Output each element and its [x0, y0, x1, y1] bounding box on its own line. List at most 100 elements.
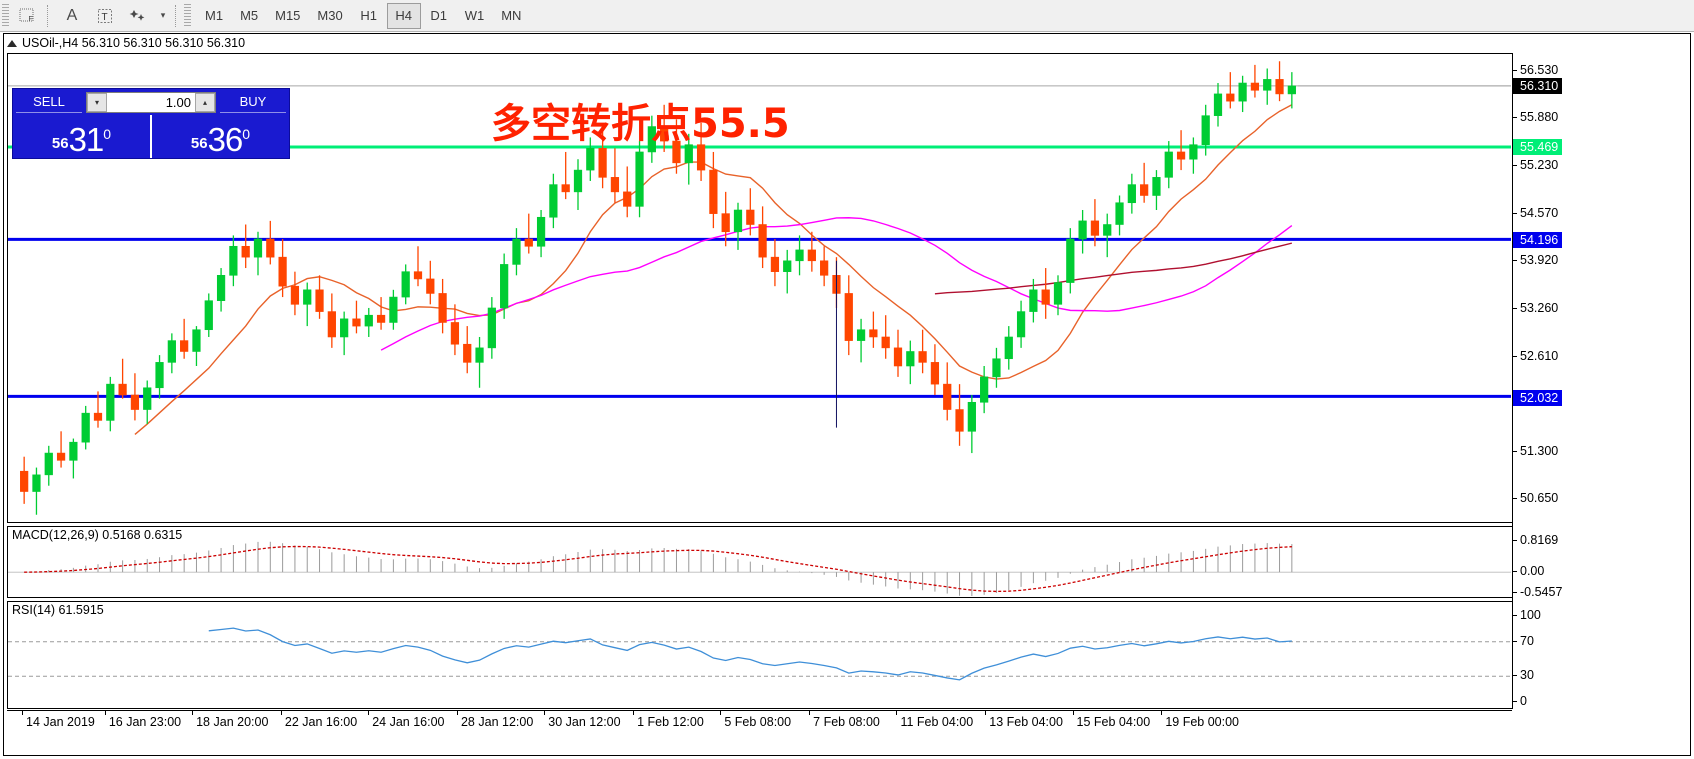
time-tick-mark	[280, 711, 282, 715]
timeframe-mn[interactable]: MN	[501, 8, 522, 23]
price-tick-53.920: 53.920	[1513, 253, 1558, 267]
time-tick-mark	[809, 711, 811, 715]
price-tick-54.570: 54.570	[1513, 206, 1558, 220]
sell-price-sup: 0	[103, 126, 112, 142]
toolbar-separator-2	[175, 4, 177, 27]
price-badge-56.310: 56.310	[1513, 78, 1563, 95]
buy-price-sup: 0	[242, 126, 251, 142]
sell-price-main: 31	[68, 121, 105, 158]
timeframe-m30[interactable]: M30	[317, 8, 343, 23]
time-tick-mark	[633, 711, 635, 715]
svg-text:T: T	[102, 12, 108, 23]
time-label: 22 Jan 16:00	[284, 715, 358, 729]
price-tick-51.300: 51.300	[1513, 444, 1558, 458]
volume-stepper[interactable]: ▾ 1.00 ▴	[86, 91, 216, 113]
volume-input[interactable]: 1.00	[165, 94, 191, 110]
main-toolbar: F A T ▾ M1 M5 M15 M30 H1 H4 D1 W1 MN	[0, 0, 1694, 32]
timeframe-m5[interactable]: M5	[240, 8, 259, 23]
timeframe-w1[interactable]: W1	[464, 8, 485, 23]
time-tick-mark	[985, 711, 987, 715]
timeframe-m15[interactable]: M15	[275, 8, 301, 23]
time-tick-mark	[22, 711, 24, 715]
chart-window: USOil-,H4 56.310 56.310 56.310 56.310 MA…	[3, 33, 1691, 756]
time-label: 11 Feb 04:00	[900, 715, 974, 729]
indicators-icon[interactable]: F	[12, 3, 42, 29]
price-tick-50.650: 50.650	[1513, 491, 1558, 505]
rsi-pane[interactable]: RSI(14) 61.5915	[7, 601, 1512, 709]
tick-dash	[1513, 308, 1517, 310]
toolbar-grip-2[interactable]	[184, 3, 191, 28]
time-tick-mark	[368, 711, 370, 715]
buy-button[interactable]: BUY	[220, 92, 286, 113]
one-click-trading-panel: SELL ▾ 1.00 ▴ BUY 56 31 0 56 36 0	[12, 88, 290, 159]
timeframe-m1[interactable]: M1	[205, 8, 224, 23]
tick-dash	[1513, 70, 1517, 72]
time-tick-mark	[896, 711, 898, 715]
timeframe-d1[interactable]: D1	[430, 8, 448, 23]
time-axis[interactable]: 14 Jan 2019 16 Jan 23:00 18 Jan 20:00 22 Ja…	[7, 710, 1512, 736]
time-tick-mark	[720, 711, 722, 715]
time-tick-mark	[104, 711, 106, 715]
time-label: 18 Jan 20:00	[196, 715, 269, 729]
macd-tick-0.00: 0.00	[1513, 564, 1544, 578]
symbol-info-bar: USOil-,H4 56.310 56.310 56.310 56.310	[4, 34, 1690, 52]
tick-dash	[1513, 212, 1517, 214]
tick-dash	[1513, 498, 1517, 500]
volume-decrement-icon[interactable]: ▾	[87, 92, 107, 112]
time-label: 13 Feb 04:00	[989, 715, 1063, 729]
volume-increment-icon[interactable]: ▴	[195, 92, 215, 112]
macd-pane[interactable]: MACD(12,26,9) 0.5168 0.6315	[7, 526, 1512, 598]
sell-button[interactable]: SELL	[16, 92, 82, 113]
time-label: 16 Jan 23:00	[108, 715, 182, 729]
price-tick-55.230: 55.230	[1513, 158, 1558, 172]
tick-dash	[1513, 571, 1517, 573]
svg-text:F: F	[29, 16, 33, 23]
trade-panel-quotes-row: 56 31 0 56 36 0	[13, 115, 289, 158]
chevron-down-icon[interactable]: ▾	[160, 10, 166, 20]
tick-dash	[1513, 640, 1517, 642]
price-tick-52.610: 52.610	[1513, 349, 1558, 363]
toolbar-grip-1[interactable]	[2, 3, 9, 28]
time-label: 19 Feb 00:00	[1165, 715, 1239, 729]
macd-tick-0.8169: 0.8169	[1513, 533, 1558, 547]
sell-price-quote[interactable]: 56 31 0	[13, 115, 150, 158]
chart-annotation-text[interactable]: 多空转折点55.5	[491, 101, 790, 147]
time-label: 24 Jan 16:00	[372, 715, 445, 729]
macd-canvas	[8, 541, 1511, 596]
time-label: 5 Feb 08:00	[724, 715, 792, 729]
buy-price-quote[interactable]: 56 36 0	[150, 115, 289, 158]
tick-dash	[1513, 355, 1517, 357]
text-label-icon[interactable]: A	[66, 6, 78, 24]
time-label: 14 Jan 2019	[26, 715, 95, 729]
time-tick-mark	[456, 711, 458, 715]
rsi-label: RSI(14) 61.5915	[12, 603, 104, 617]
tick-dash	[1513, 117, 1517, 119]
tick-dash	[1513, 615, 1517, 616]
collapse-triangle-icon[interactable]	[7, 39, 17, 47]
rsi-tick-70: 70	[1513, 634, 1534, 648]
tick-dash	[1513, 260, 1517, 262]
price-tick-55.880: 55.880	[1513, 110, 1558, 124]
rsi-tick-30: 30	[1513, 668, 1534, 682]
rsi-canvas	[8, 627, 1511, 681]
price-tick-56.530: 56.530	[1513, 63, 1558, 77]
price-scale[interactable]: 56.530 55.880 55.230 54.570 53.920 53.260 52.6…	[1512, 53, 1688, 709]
price-badge-55.469: 55.469	[1513, 139, 1563, 156]
price-badge-54.196: 54.196	[1513, 232, 1563, 249]
text-box-icon[interactable]: T	[90, 3, 120, 29]
time-tick-mark	[1161, 711, 1163, 715]
timeframe-h4[interactable]: H4	[386, 2, 421, 29]
toolbar-separator-1	[47, 4, 49, 27]
tick-dash	[1513, 701, 1517, 702]
time-tick-mark	[192, 711, 194, 715]
tick-dash	[1513, 164, 1517, 166]
rsi-tick-0: 0	[1513, 694, 1527, 708]
macd-tick--0.5457: -0.5457	[1513, 585, 1562, 599]
time-label: 7 Feb 08:00	[813, 715, 880, 729]
timeframe-h1[interactable]: H1	[360, 8, 378, 23]
buy-price-main: 36	[207, 121, 244, 158]
time-tick-mark	[1072, 711, 1074, 715]
objects-icon[interactable]	[123, 3, 153, 29]
timeframe-group: M1 M5 M15 M30 H1 H4 D1 W1 MN	[197, 2, 530, 29]
tick-dash	[1513, 592, 1517, 593]
